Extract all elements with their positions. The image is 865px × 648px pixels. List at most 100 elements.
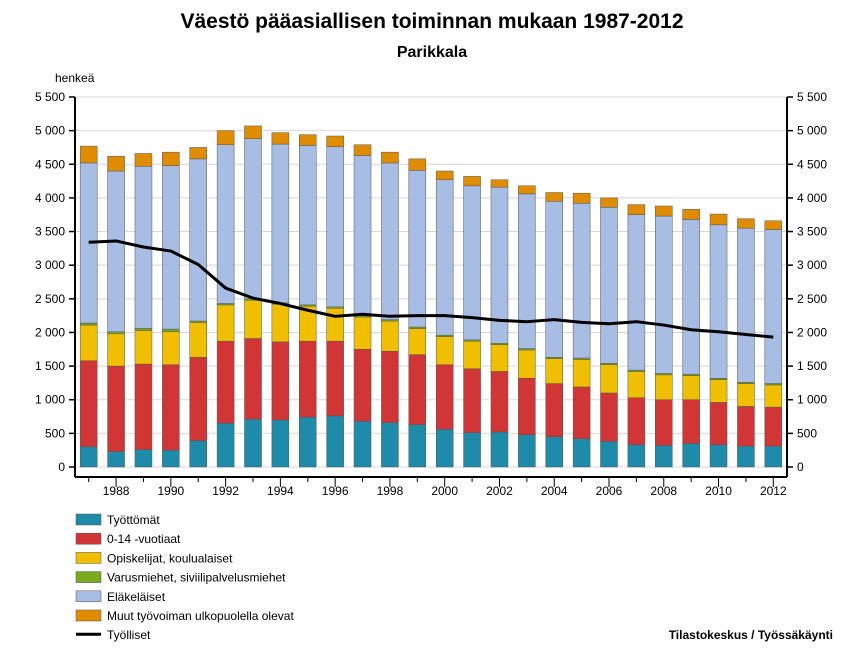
bar-segment-1997-s2 [353,316,372,350]
bar-segment-1991-s2 [189,322,207,358]
bar-segment-1993-s0 [244,418,262,468]
bar-segment-1989-s1 [134,363,153,450]
bar-segment-2007-s4 [627,214,646,371]
x-tick-label: 1992 [212,484,239,498]
bars [79,125,783,468]
bar-segment-2011-s0 [737,445,755,468]
legend-label-2: Opiskelijat, koulualaiset [107,551,233,565]
bar-segment-2010-s1 [709,402,728,446]
bar-segment-2007-s2 [627,371,646,398]
bar-segment-2011-s1 [737,406,755,447]
bar-segment-1999-s2 [408,328,427,355]
x-tick-label: 2012 [760,484,787,498]
bar-segment-2003-s2 [518,349,536,379]
bar-segment-1987-s0 [79,446,98,468]
bar-segment-1993-s1 [244,338,262,420]
y-tick-label-left: 2 500 [35,292,65,306]
bar-segment-1993-s2 [244,299,262,339]
y-tick-label-right: 5 000 [797,124,827,138]
x-tick-label: 1994 [267,484,294,498]
bar-segment-2002-s0 [490,431,509,468]
bar-segment-2003-s1 [518,377,536,435]
bar-segment-2006-s4 [600,207,618,364]
bar-segment-1999-s4 [408,170,427,328]
bar-segment-2005-s5 [572,192,591,204]
bar-segment-1992-s0 [216,423,235,468]
x-tick-label: 2008 [650,484,677,498]
bar-segment-2008-s0 [655,445,673,468]
bar-segment-2011-s5 [737,218,755,229]
bar-segment-2000-s5 [435,170,454,180]
legend-label-3: Varusmiehet, siviilipalvelusmiehet [107,571,286,585]
y-tick-label-right: 1 000 [797,393,827,407]
bar-segment-2010-s5 [709,213,728,226]
bar-segment-2000-s4 [435,179,454,336]
bar-segment-1987-s5 [79,145,98,164]
bar-segment-2006-s0 [600,441,618,468]
x-tick-label: 1996 [322,484,349,498]
bar-segment-1996-s0 [326,415,344,468]
axis-ticks: 0 0 500 500 1 000 1 000 1 500 1 500 2 000 2 000 2 … [35,90,827,498]
bar-segment-1999-s5 [408,158,427,171]
bar-segment-2009-s1 [682,399,700,444]
bar-segment-1996-s2 [326,307,344,342]
x-tick-label: 1988 [103,484,130,498]
bar-segment-1993-s5 [244,125,262,139]
bar-segment-1995-s5 [299,134,317,146]
y-tick-label-right: 3 000 [797,258,827,272]
bar-segment-2001-s1 [463,368,481,433]
y-tick-label-left: 5 500 [35,90,65,104]
bar-segment-2002-s5 [490,179,509,188]
bar-segment-2003-s4 [518,193,536,349]
bar-segment-2006-s1 [600,392,618,442]
y-tick-label-left: 4 000 [35,191,65,205]
line-tyolliset [88,239,774,339]
bar-segment-2010-s0 [709,444,728,468]
bar-segment-1987-s2 [79,324,98,361]
legend-swatch-5 [75,609,102,622]
line-series [88,239,774,339]
bar-segment-1988-s0 [107,451,125,468]
bar-segment-1988-s5 [107,155,125,172]
bar-segment-1999-s0 [408,424,427,468]
bar-segment-2005-s0 [572,438,591,468]
bar-segment-1989-s0 [134,449,153,468]
bar-segment-1988-s4 [107,170,125,333]
y-tick-label-left: 5 000 [35,124,65,138]
x-tick-label: 2006 [596,484,623,498]
bar-segment-2005-s4 [572,203,591,359]
x-tick-label: 2010 [705,484,732,498]
bar-segment-1994-s4 [271,143,290,304]
bar-segment-1987-s3 [79,322,98,326]
y-axis-unit-label: henkeä [55,71,95,85]
bar-segment-1998-s0 [381,422,399,468]
bar-segment-1998-s1 [381,351,399,423]
bar-segment-1997-s5 [353,144,372,156]
legend-label-5: Muut työvoiman ulkopuolella olevat [107,609,294,623]
bar-segment-1996-s1 [326,340,344,417]
bar-segment-1997-s1 [353,349,372,422]
bar-segment-2001-s5 [463,176,481,187]
grid-lines [75,96,787,468]
bar-segment-1998-s4 [381,162,399,320]
bar-segment-1992-s5 [216,130,235,146]
x-tick-label: 2000 [431,484,458,498]
legend: Työttömät 0-14 -vuotiaat Opiskelijat, koul… [75,513,294,642]
bar-segment-1989-s2 [134,330,153,365]
bar-segment-2003-s5 [518,185,536,195]
bar-segment-1992-s2 [216,304,235,342]
bar-segment-1994-s1 [271,341,290,421]
legend-swatch-3 [75,571,102,583]
x-tick-label: 2002 [486,484,513,498]
bar-segment-2008-s1 [655,399,673,446]
bar-segment-1990-s1 [162,364,180,451]
bar-segment-1998-s5 [381,151,399,164]
y-tick-label-left: 500 [45,426,65,440]
bar-segment-2004-s1 [545,383,563,437]
bar-segment-2000-s2 [435,336,454,365]
legend-swatch-1 [75,532,102,545]
bar-segment-1997-s4 [353,155,372,316]
bar-segment-2012-s2 [764,384,783,408]
chart-subtitle: Parikkala [397,44,467,61]
bar-segment-1995-s1 [299,340,317,418]
